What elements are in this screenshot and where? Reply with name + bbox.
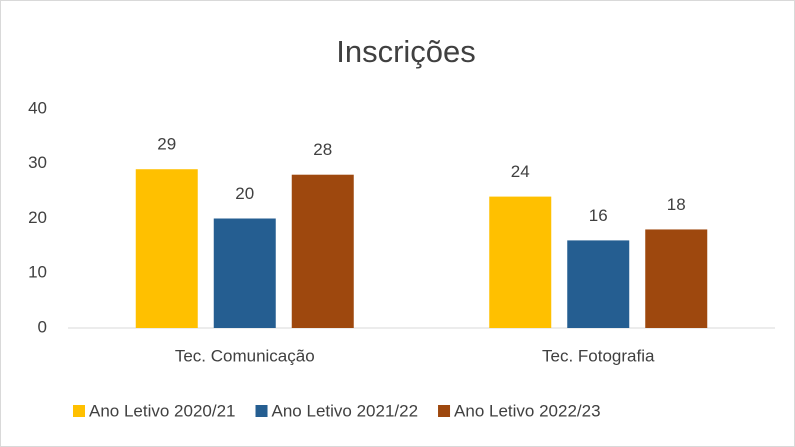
y-tick-label: 20 bbox=[28, 208, 47, 227]
legend-swatch bbox=[255, 405, 268, 417]
data-label: 16 bbox=[589, 206, 608, 225]
legend-label: Ano Letivo 2022/23 bbox=[454, 401, 601, 420]
legend-label: Ano Letivo 2021/22 bbox=[272, 401, 419, 420]
data-label: 24 bbox=[511, 162, 530, 181]
legend-label: Ano Letivo 2020/21 bbox=[89, 401, 236, 420]
chart-title: Inscrições bbox=[336, 34, 476, 69]
legend-swatch bbox=[438, 405, 451, 417]
legend-swatch bbox=[73, 405, 85, 417]
y-tick-label: 10 bbox=[28, 263, 47, 282]
data-label: 20 bbox=[235, 184, 254, 203]
data-label: 18 bbox=[667, 195, 686, 214]
bar bbox=[489, 196, 552, 328]
bar bbox=[645, 229, 708, 328]
y-tick-label: 0 bbox=[38, 317, 47, 336]
bar bbox=[213, 218, 276, 328]
bar bbox=[291, 174, 354, 328]
bar bbox=[567, 240, 630, 328]
data-label: 29 bbox=[157, 135, 176, 154]
y-tick-label: 40 bbox=[28, 98, 47, 117]
data-label: 28 bbox=[313, 140, 332, 159]
bar bbox=[135, 169, 198, 328]
x-tick-label: Tec. Comunicação bbox=[175, 346, 315, 365]
x-tick-label: Tec. Fotografia bbox=[542, 346, 655, 365]
y-tick-label: 30 bbox=[28, 153, 47, 172]
